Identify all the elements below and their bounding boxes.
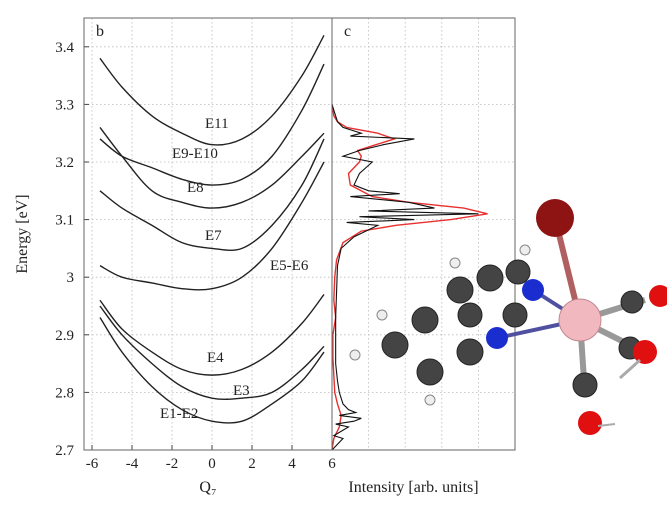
y-tick-label: 2.7: [55, 443, 74, 459]
curve-label: E1-E2: [160, 406, 198, 422]
x-tick-label: -2: [166, 456, 179, 472]
curve-label: E9-E10: [172, 146, 218, 162]
x-axis-label: Intensity [arb. units]: [348, 479, 478, 496]
x-axis-label: Q₇: [199, 479, 216, 496]
curve-label: E5-E6: [270, 258, 309, 274]
x-tick-label: -6: [86, 456, 99, 472]
y-tick-label: 3.2: [55, 155, 74, 171]
curve-label: E11: [205, 116, 229, 132]
curve-label: E3: [233, 383, 250, 399]
y-tick-label: 2.9: [55, 328, 74, 344]
chart: 2.7 2.8 2.9 3 3.1 3.2 3.3 3.4 -6 -4 -2 0 2 4 6 Energy […: [0, 0, 667, 507]
curve-label: E4: [207, 350, 224, 366]
x-tick-label: 6: [328, 456, 336, 472]
y-tick-label: 3.4: [55, 40, 74, 56]
panel-label: b: [96, 23, 104, 40]
molecule: [350, 199, 667, 435]
x-tick-label: -4: [126, 456, 139, 472]
curve-label: E7: [205, 228, 222, 244]
figure: 2.7 2.8 2.9 3 3.1 3.2 3.3 3.4 -6 -4 -2 0 2 4 6 Energy […: [0, 0, 667, 507]
x-tick-label: 0: [208, 456, 216, 472]
y-axis-label: Energy [eV]: [14, 194, 31, 273]
energy-curve: [100, 127, 324, 208]
panel-label: c: [344, 23, 351, 40]
x-tick-label: 2: [248, 456, 256, 472]
curve-label: E8: [187, 180, 204, 196]
x-tick-label: 4: [288, 456, 296, 472]
y-tick-label: 3.1: [55, 213, 74, 229]
y-tick-label: 3: [67, 270, 75, 286]
y-tick-label: 2.8: [55, 385, 74, 401]
y-tick-label: 3.3: [55, 97, 74, 113]
